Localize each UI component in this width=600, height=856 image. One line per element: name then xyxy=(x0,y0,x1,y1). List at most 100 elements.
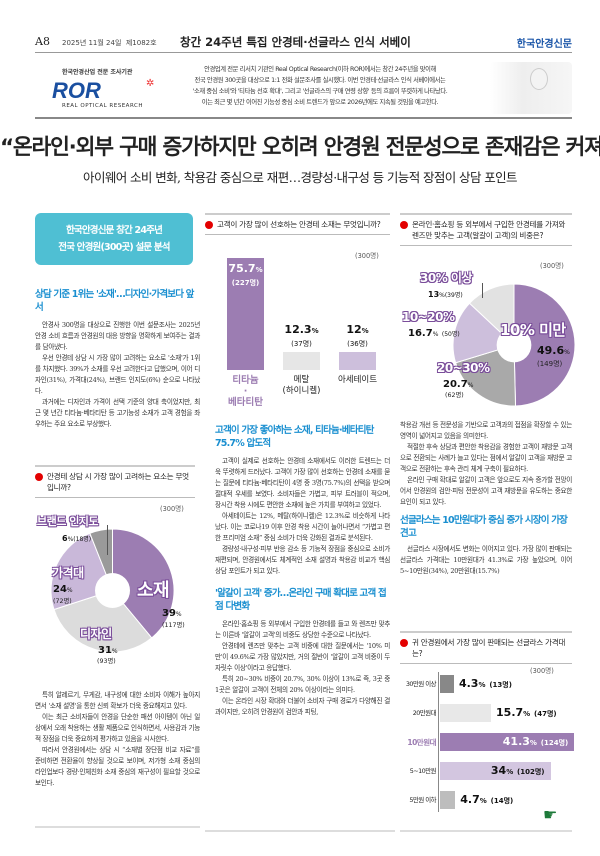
right-articles: 착용감 개선 등 전문성을 기반으로 고객과의 접점을 확장할 수 있는 영역이… xyxy=(400,420,572,577)
bar-label: 5~10만원 xyxy=(409,767,437,775)
column-end-rule xyxy=(400,830,572,832)
intro-text: 안경업계 전문 리서치 기관인 Real Optical Research(이하… xyxy=(150,64,490,108)
bar-value: 15.7% (47명) xyxy=(496,706,557,719)
bar-3 xyxy=(440,762,551,780)
intro-divider xyxy=(35,117,572,119)
bar-1 xyxy=(440,704,492,722)
paragraph: 과거에는 디자인과 가격이 선택 기준의 양대 축이었지만, 최근 몇 년간 티… xyxy=(35,398,200,428)
pie-label-material: 소재 xyxy=(137,580,170,601)
bar-1 xyxy=(283,351,320,370)
pie-slice-1 xyxy=(455,344,517,407)
paragraph: 경량성·내구성·피부 반응 감소 등 기능적 장점을 중심으로 소비가 재편되며… xyxy=(215,545,390,575)
pie-count-design: (93명) xyxy=(97,658,116,665)
pie-label-under10: 10% 미만 xyxy=(500,321,566,339)
pie-label-price: 가격대 xyxy=(52,566,84,580)
paragraph: 우선 안경테 상담 시 가장 많이 고려하는 요소로 '소재'가 1위를 차지했… xyxy=(35,354,200,395)
header-divider xyxy=(35,52,572,53)
pie-value-design: 31% xyxy=(98,645,118,658)
article-body: 온라인·홈쇼핑 등 외부에서 구입한 안경테를 들고 와 렌즈만 맞추는 이른바… xyxy=(215,619,390,718)
pie-value-20-30: 20.7% xyxy=(443,379,473,392)
section-title: 창간 24주년 특집 안경테·선글라스 인식 서베이 xyxy=(180,35,411,49)
question-text: 귀 안경원에서 가장 많이 판매되는 선글라스 가격대는? xyxy=(412,638,566,658)
bar-4 xyxy=(440,791,456,809)
article-body: 특히 알레르기, 무게감, 내구성에 대한 소비자 이해가 높아지면서 '소재 … xyxy=(35,690,200,789)
callout-line: 한국안경신문 창간 24주년 xyxy=(65,225,163,236)
pie-count-under10: (149명) xyxy=(537,360,563,368)
paragraph: 적절한 후속 상담과 편안한 착용감을 경험한 고객이 재방문 고객으로 전환되… xyxy=(400,443,572,473)
pct: 20.7 xyxy=(443,379,468,390)
pie-count-material: (117명) xyxy=(162,622,185,629)
bar-value: 4.3% (13명) xyxy=(458,677,512,690)
question-text: 고객이 가장 많이 선호하는 안경테 소재는 무엇입니까? xyxy=(217,220,381,229)
callout-line: 전국 안경원(300곳) 설문 분석 xyxy=(58,242,170,253)
pie-hole xyxy=(496,327,532,363)
pct-sign: % xyxy=(439,292,445,299)
article-body: 안경사 300명을 대상으로 진행한 이번 설문조사는 2025년 안경 소비 … xyxy=(35,320,200,430)
paragraph: 안경사 300명을 대상으로 진행한 이번 설문조사는 2025년 안경 소비 … xyxy=(35,321,200,351)
pie-slice-3 xyxy=(468,283,515,347)
paragraph: 온라인 구매 확대로 알갈이 고객은 앞으로도 지속 증가할 전망이어서 안경원… xyxy=(400,476,572,506)
bar-value: 4.7% (14명) xyxy=(460,793,514,806)
paragraph: 이는 최근 소비자들이 안경을 단순한 패션 아이템이 아닌 일상에서 오래 착… xyxy=(35,713,200,743)
left-article: 상담 기준 1위는 '소재'…디자인·가격보다 앞서 안경사 300명을 대상으… xyxy=(35,288,200,430)
pct-sign: % xyxy=(66,587,73,594)
pie-label-design: 디자인 xyxy=(80,627,112,641)
intro-line: 이는 최근 몇 년간 이어진 기능성 중심 소비 트렌드가 앞으로 2026년에… xyxy=(201,99,439,106)
bar-0 xyxy=(440,675,454,693)
factor-pie-chart xyxy=(50,528,175,653)
intro-line: 안경업계 전문 리서치 기관인 Real Optical Research(이하… xyxy=(204,66,436,73)
bar-0 xyxy=(227,258,264,370)
middle-articles: 고객이 가장 좋아하는 소재, 티타늄·베타티탄 75.7% 압도적 고객이 실… xyxy=(215,424,390,718)
paragraph: 고객이 실제로 선호하는 안경테 소재에서도 이러한 트렌드는 더욱 뚜렷하게 … xyxy=(215,457,390,509)
bar-value: 12.3% (37명) xyxy=(284,322,319,348)
intro-line: '소재 중심 소비'와 '티타늄 선호 확대', 그리고 '선글라스의 구매 연… xyxy=(192,88,448,95)
pct: 13 xyxy=(428,290,440,299)
bar-label: 메탈 (하이니켈) xyxy=(282,375,321,396)
bar-2 xyxy=(440,733,575,751)
section-heading: 고객이 가장 좋아하는 소재, 티타늄·베타티탄 75.7% 압도적 xyxy=(215,425,374,449)
ror-logo: ROR xyxy=(52,78,101,103)
section-heading: 상담 기준 1위는 '소재'…디자인·가격보다 앞서 xyxy=(35,289,194,313)
pie-value-30plus: 13%(39명) xyxy=(428,289,463,302)
pie-value-brand: 6%(18명) xyxy=(62,533,91,546)
pie-label-20-30: 20~30% xyxy=(437,361,490,375)
intro-line: 전국 안경원 300곳을 대상으로 1:1 전화 설문조사를 실시했다. 이번 … xyxy=(194,77,446,84)
bar-axis xyxy=(438,672,439,812)
pct: 24 xyxy=(53,584,67,595)
article-body: 고객이 실제로 선호하는 안경테 소재에서도 이러한 트렌드는 더욱 뚜렷하게 … xyxy=(215,456,390,577)
issue-date: 2025년 11월 24일 제1082호 xyxy=(62,38,157,48)
article-body: 선글라스 시장에서도 변화는 이어지고 있다. 가장 많이 판매되는 선글라스 … xyxy=(400,544,572,577)
ror-subtitle: 한국안경산업 전문 조사기관 xyxy=(62,69,133,76)
pie-count-price: (72명) xyxy=(53,598,72,605)
page-number: A8 xyxy=(35,35,50,48)
respondent-count: (300명) xyxy=(540,262,564,270)
pct: 49.6 xyxy=(537,344,565,357)
pct-sign: % xyxy=(175,611,182,618)
paragraph: 특히 20~30% 비중이 20.7%, 30% 이상이 13%로 즉, 3곳 … xyxy=(215,675,390,694)
pct-sign: % xyxy=(67,536,74,543)
pie-value-10-20: 16.7% (50명) xyxy=(408,328,460,341)
pie-value-price: 24% xyxy=(53,584,73,597)
pct: 39 xyxy=(162,608,176,619)
date: 2025년 11월 24일 xyxy=(62,39,122,47)
issue-number: 제1082호 xyxy=(125,39,157,47)
bar-2 xyxy=(339,352,376,370)
bar-value: 41.3% (124명) xyxy=(502,735,569,748)
count: (18명) xyxy=(73,536,92,543)
operator-photo xyxy=(490,62,572,114)
operator-person-icon xyxy=(530,68,548,90)
pie-value-under10: 49.6% xyxy=(537,345,570,359)
column-end-rule xyxy=(35,826,200,828)
pct-sign: % xyxy=(467,382,474,389)
red-dot-icon xyxy=(400,639,408,647)
bar-label: 아세테이트 xyxy=(337,375,378,385)
pie-slice-0 xyxy=(513,283,576,407)
paragraph: 안경테에 렌즈만 맞추는 고객 비중에 대한 질문에서는 '10% 미만'이 4… xyxy=(215,642,390,672)
bar-value: 12% (36명) xyxy=(346,323,369,349)
lens-only-pie-chart xyxy=(452,283,576,407)
survey-callout: 한국안경신문 창간 24주년 전국 안경원(300곳) 설문 분석 xyxy=(35,213,193,265)
ror-name: REAL OPTICAL RESEARCH xyxy=(62,103,143,109)
paragraph: 특히 알레르기, 무게감, 내구성에 대한 소비자 이해가 높아지면서 '소재 … xyxy=(35,691,200,710)
pct-sign: % xyxy=(432,331,439,338)
pie-count-20-30: (62명) xyxy=(445,392,464,399)
